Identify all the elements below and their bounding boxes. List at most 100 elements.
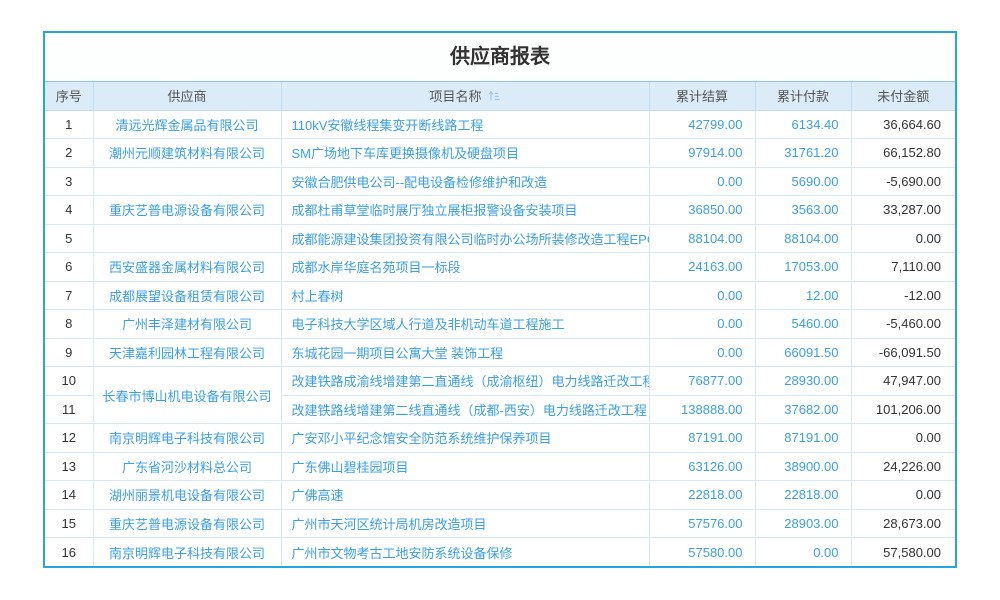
header-row: 序号 供应商 项目名称 累计结算 累计付款 未付金额 [44, 81, 956, 111]
cell-paid[interactable]: 5690.00 [754, 166, 852, 196]
cell-project[interactable]: 电子科技大学区域人行道及非机动车道工程施工 [280, 309, 650, 339]
cell-project[interactable]: 广东佛山碧桂园项目 [280, 451, 650, 481]
cell-index: 3 [44, 166, 94, 196]
cell-unpaid: 0.00 [850, 223, 956, 253]
cell-settled[interactable]: 0.00 [648, 280, 756, 310]
cell-paid[interactable]: 66091.50 [754, 337, 852, 367]
header-paid: 累计付款 [754, 81, 852, 111]
cell-settled[interactable]: 57576.00 [648, 508, 756, 538]
cell-settled[interactable]: 36850.00 [648, 195, 756, 225]
cell-supplier[interactable]: 广州丰泽建材有限公司 [92, 309, 282, 339]
cell-index: 5 [44, 223, 94, 253]
table-row: 14 湖州丽景机电设备有限公司 广佛高速 22818.00 22818.00 0.00 [44, 480, 956, 510]
cell-index: 4 [44, 195, 94, 225]
cell-paid[interactable]: 38900.00 [754, 451, 852, 481]
cell-settled[interactable]: 76877.00 [648, 366, 756, 396]
cell-index: 9 [44, 337, 94, 367]
cell-project[interactable]: 村上春树 [280, 280, 650, 310]
header-label: 序号 [55, 89, 82, 105]
cell-settled[interactable]: 0.00 [648, 309, 756, 339]
table-body: 1 清远光辉金属品有限公司 110kV安徽线程集变开断线路工程 42799.00 613… [44, 109, 956, 567]
cell-paid[interactable]: 88104.00 [754, 223, 852, 253]
table-row: 3 安徽合肥供电公司--配电设备检修维护和改造 0.00 5690.00 -5,690.… [44, 166, 956, 196]
cell-project[interactable]: SM广场地下车库更换摄像机及硬盘项目 [280, 138, 650, 168]
sort-icon[interactable] [487, 89, 501, 106]
cell-project[interactable]: 成都能源建设集团投资有限公司临时办公场所装修改造工程EPC总承包 [280, 223, 650, 253]
cell-paid[interactable]: 28903.00 [754, 508, 852, 538]
cell-unpaid: -66,091.50 [850, 337, 956, 367]
cell-supplier[interactable]: 南京明辉电子科技有限公司 [92, 537, 282, 567]
cell-settled[interactable]: 22818.00 [648, 480, 756, 510]
cell-settled[interactable]: 63126.00 [648, 451, 756, 481]
cell-project[interactable]: 成都杜甫草堂临时展厅独立展柜报警设备安装项目 [280, 195, 650, 225]
header-label: 供应商 [167, 89, 207, 105]
cell-index: 16 [44, 537, 94, 567]
cell-unpaid: 0.00 [850, 423, 956, 453]
cell-supplier[interactable]: 长春市博山机电设备有限公司 [92, 366, 282, 424]
cell-settled[interactable]: 88104.00 [648, 223, 756, 253]
table-row: 12 南京明辉电子科技有限公司 广安邓小平纪念馆安全防范系统维护保养项目 87191.… [44, 423, 956, 453]
header-project[interactable]: 项目名称 [280, 81, 650, 111]
cell-unpaid: 33,287.00 [850, 195, 956, 225]
cell-index: 14 [44, 480, 94, 510]
cell-supplier[interactable]: 清远光辉金属品有限公司 [92, 109, 282, 139]
cell-settled[interactable]: 87191.00 [648, 423, 756, 453]
table-row: 8 广州丰泽建材有限公司 电子科技大学区域人行道及非机动车道工程施工 0.00 5460… [44, 309, 956, 339]
cell-supplier[interactable]: 重庆艺普电源设备有限公司 [92, 508, 282, 538]
cell-settled[interactable]: 0.00 [648, 166, 756, 196]
cell-paid[interactable]: 5460.00 [754, 309, 852, 339]
cell-supplier[interactable]: 重庆艺普电源设备有限公司 [92, 195, 282, 225]
cell-settled[interactable]: 24163.00 [648, 252, 756, 282]
cell-paid[interactable]: 17053.00 [754, 252, 852, 282]
cell-project[interactable]: 成都水岸华庭名苑项目一标段 [280, 252, 650, 282]
cell-unpaid: 66,152.80 [850, 138, 956, 168]
cell-settled[interactable]: 138888.00 [648, 394, 756, 424]
cell-supplier[interactable]: 广东省河沙材料总公司 [92, 451, 282, 481]
cell-project[interactable]: 110kV安徽线程集变开断线路工程 [280, 109, 650, 139]
cell-supplier[interactable]: 天津嘉利园林工程有限公司 [92, 337, 282, 367]
cell-index: 12 [44, 423, 94, 453]
cell-project[interactable]: 广州市文物考古工地安防系统设备保修 [280, 537, 650, 567]
cell-settled[interactable]: 0.00 [648, 337, 756, 367]
cell-project[interactable]: 安徽合肥供电公司--配电设备检修维护和改造 [280, 166, 650, 196]
header-label: 累计结算 [675, 89, 728, 105]
cell-supplier[interactable]: 西安盛器金属材料有限公司 [92, 252, 282, 282]
cell-unpaid: -5,690.00 [850, 166, 956, 196]
cell-project[interactable]: 改建铁路成渝线增建第二直通线（成渝枢纽）电力线路迁改工程 [280, 366, 650, 396]
cell-paid[interactable]: 22818.00 [754, 480, 852, 510]
cell-supplier[interactable]: 南京明辉电子科技有限公司 [92, 423, 282, 453]
cell-index: 8 [44, 309, 94, 339]
cell-supplier[interactable]: 成都展望设备租赁有限公司 [92, 280, 282, 310]
table-row: 2 潮州元顺建筑材料有限公司 SM广场地下车库更换摄像机及硬盘项目 97914.00 3… [44, 138, 956, 168]
table-row: 16 南京明辉电子科技有限公司 广州市文物考古工地安防系统设备保修 57580.00 0… [44, 537, 956, 567]
table-row: 15 重庆艺普电源设备有限公司 广州市天河区统计局机房改造项目 57576.00 289… [44, 508, 956, 538]
cell-project[interactable]: 东城花园一期项目公寓大堂 装饰工程 [280, 337, 650, 367]
cell-supplier[interactable]: 潮州元顺建筑材料有限公司 [92, 138, 282, 168]
cell-paid[interactable]: 3563.00 [754, 195, 852, 225]
table-row: 1 清远光辉金属品有限公司 110kV安徽线程集变开断线路工程 42799.00 613… [44, 109, 956, 139]
cell-settled[interactable]: 42799.00 [648, 109, 756, 139]
cell-unpaid: 57,580.00 [850, 537, 956, 567]
cell-settled[interactable]: 97914.00 [648, 138, 756, 168]
cell-paid[interactable]: 37682.00 [754, 394, 852, 424]
cell-unpaid: 0.00 [850, 480, 956, 510]
header-label: 未付金额 [877, 89, 930, 105]
cell-project[interactable]: 广州市天河区统计局机房改造项目 [280, 508, 650, 538]
cell-project[interactable]: 广安邓小平纪念馆安全防范系统维护保养项目 [280, 423, 650, 453]
cell-paid[interactable]: 28930.00 [754, 366, 852, 396]
cell-paid[interactable]: 12.00 [754, 280, 852, 310]
header-settled: 累计结算 [648, 81, 756, 111]
cell-supplier[interactable]: 湖州丽景机电设备有限公司 [92, 480, 282, 510]
cell-settled[interactable]: 57580.00 [648, 537, 756, 567]
cell-paid[interactable]: 0.00 [754, 537, 852, 567]
report-card: 供应商报表 序号 供应商 项目名称 累计结算 累计付款 未付金额 1 清远光辉金属品有限公司… [43, 31, 957, 568]
cell-paid[interactable]: 31761.20 [754, 138, 852, 168]
cell-project[interactable]: 广佛高速 [280, 480, 650, 510]
cell-project[interactable]: 改建铁路线增建第二线直通线（成都-西安）电力线路迁改工程 [280, 394, 650, 424]
header-supplier: 供应商 [92, 81, 282, 111]
cell-paid[interactable]: 6134.40 [754, 109, 852, 139]
cell-unpaid: 101,206.00 [850, 394, 956, 424]
table-row: 10 长春市博山机电设备有限公司 改建铁路成渝线增建第二直通线（成渝枢纽）电力线路迁… [44, 366, 956, 424]
cell-unpaid: -5,460.00 [850, 309, 956, 339]
cell-paid[interactable]: 87191.00 [754, 423, 852, 453]
